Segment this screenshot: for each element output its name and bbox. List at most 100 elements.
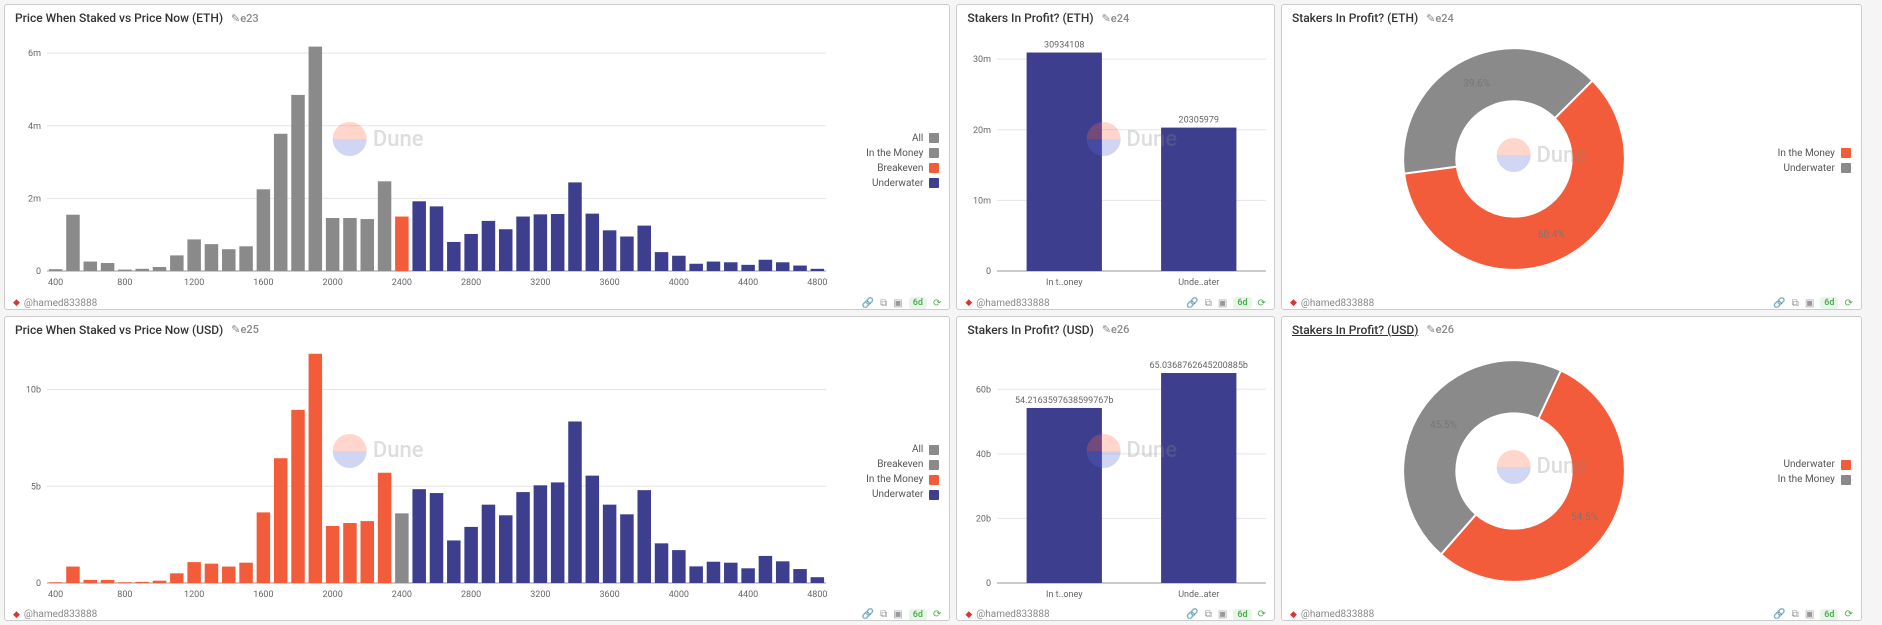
bar[interactable] [309, 353, 323, 582]
bar[interactable] [499, 515, 513, 583]
bar[interactable] [412, 489, 426, 583]
bar[interactable] [291, 409, 305, 582]
bar[interactable] [66, 215, 80, 271]
edit-icon[interactable]: ✎e23 [231, 12, 259, 25]
legend-item[interactable]: Breakeven [834, 163, 939, 174]
edit-icon[interactable]: ✎e26 [1102, 323, 1130, 336]
image-icon[interactable]: ▣ [1805, 298, 1814, 309]
bar[interactable] [118, 270, 132, 271]
link-icon[interactable]: 🔗 [862, 298, 874, 309]
bar[interactable] [516, 217, 530, 271]
legend-item[interactable]: Breakeven [834, 459, 939, 470]
bar[interactable] [187, 239, 201, 271]
bar[interactable] [586, 214, 600, 271]
copy-icon[interactable]: ⧉ [1792, 609, 1799, 620]
bar[interactable] [239, 562, 253, 582]
author-handle[interactable]: @hamed833888 [1301, 609, 1374, 620]
bar[interactable] [551, 482, 565, 583]
bar[interactable] [741, 265, 755, 271]
bar[interactable] [274, 458, 288, 583]
bar[interactable] [118, 582, 132, 583]
bar[interactable] [84, 579, 98, 582]
refresh-icon[interactable]: ⟳ [1258, 609, 1266, 620]
bar[interactable] [395, 513, 409, 583]
bar[interactable] [412, 201, 426, 271]
bar[interactable] [153, 580, 167, 582]
bar[interactable] [430, 206, 444, 271]
bar[interactable] [170, 573, 184, 583]
bar[interactable] [741, 568, 755, 583]
chart-bar-usd[interactable]: Dune 020b40b60b54.2163597638599767bIn t.… [957, 339, 1274, 606]
age-badge[interactable]: 6d [1233, 297, 1251, 309]
bar[interactable] [170, 255, 184, 271]
bar[interactable] [568, 182, 582, 271]
bar[interactable] [724, 562, 738, 582]
author-handle[interactable]: @hamed833888 [976, 298, 1049, 309]
link-icon[interactable]: 🔗 [1186, 609, 1198, 620]
author-handle[interactable]: @hamed833888 [976, 609, 1049, 620]
bar[interactable] [309, 47, 323, 271]
bar[interactable] [447, 242, 461, 271]
bar[interactable] [1161, 128, 1236, 271]
chart-donut-usd[interactable]: Dune 54.5%45.5% [1282, 339, 1746, 606]
author-handle[interactable]: @hamed833888 [24, 609, 97, 620]
legend-item[interactable]: Underwater [1746, 459, 1851, 470]
bar[interactable] [568, 421, 582, 583]
bar[interactable] [395, 217, 409, 271]
bar[interactable] [637, 490, 651, 583]
bar[interactable] [361, 521, 375, 583]
bar[interactable] [551, 214, 565, 271]
bar[interactable] [1161, 373, 1236, 583]
bar[interactable] [361, 219, 375, 271]
bar[interactable] [239, 246, 253, 271]
bar[interactable] [603, 230, 617, 271]
age-badge[interactable]: 6d [909, 609, 927, 621]
bar[interactable] [49, 582, 63, 583]
bar[interactable] [482, 504, 496, 582]
bar[interactable] [672, 256, 686, 271]
chart-bar-eth[interactable]: Dune 010m20m30m30934108In t..oney2030597… [957, 27, 1274, 294]
bar[interactable] [534, 485, 548, 583]
bar[interactable] [101, 579, 115, 582]
refresh-icon[interactable]: ⟳ [933, 298, 941, 309]
bar[interactable] [464, 234, 478, 271]
copy-icon[interactable]: ⧉ [1792, 298, 1799, 309]
age-badge[interactable]: 6d [1233, 609, 1251, 621]
edit-icon[interactable]: ✎e25 [231, 323, 259, 336]
bar[interactable] [135, 269, 149, 271]
bar[interactable] [135, 581, 149, 582]
edit-icon[interactable]: ✎e24 [1426, 12, 1454, 25]
bar[interactable] [603, 504, 617, 582]
bar[interactable] [655, 252, 669, 271]
bar[interactable] [205, 563, 219, 582]
edit-icon[interactable]: ✎e26 [1426, 323, 1454, 336]
author-handle[interactable]: @hamed833888 [24, 298, 97, 309]
bar[interactable] [274, 134, 288, 271]
legend-item[interactable]: In the Money [834, 474, 939, 485]
bar[interactable] [620, 514, 634, 583]
bar[interactable] [291, 95, 305, 271]
bar[interactable] [49, 269, 63, 271]
bar[interactable] [84, 262, 98, 271]
bar[interactable] [187, 562, 201, 583]
age-badge[interactable]: 6d [1820, 609, 1838, 621]
image-icon[interactable]: ▣ [893, 298, 902, 309]
legend-item[interactable]: In the Money [834, 148, 939, 159]
bar[interactable] [153, 267, 167, 271]
bar[interactable] [811, 269, 825, 271]
bar[interactable] [534, 214, 548, 271]
bar[interactable] [66, 566, 80, 582]
refresh-icon[interactable]: ⟳ [1844, 609, 1852, 620]
bar[interactable] [620, 237, 634, 271]
bar[interactable] [1027, 53, 1102, 271]
legend-item[interactable]: All [834, 133, 939, 144]
link-icon[interactable]: 🔗 [1186, 298, 1198, 309]
bar[interactable] [326, 218, 340, 271]
legend-item[interactable]: In the Money [1746, 474, 1851, 485]
bar[interactable] [672, 550, 686, 583]
refresh-icon[interactable]: ⟳ [1844, 298, 1852, 309]
link-icon[interactable]: 🔗 [1773, 609, 1785, 620]
bar[interactable] [637, 226, 651, 271]
copy-icon[interactable]: ⧉ [880, 298, 887, 309]
bar[interactable] [343, 218, 357, 271]
